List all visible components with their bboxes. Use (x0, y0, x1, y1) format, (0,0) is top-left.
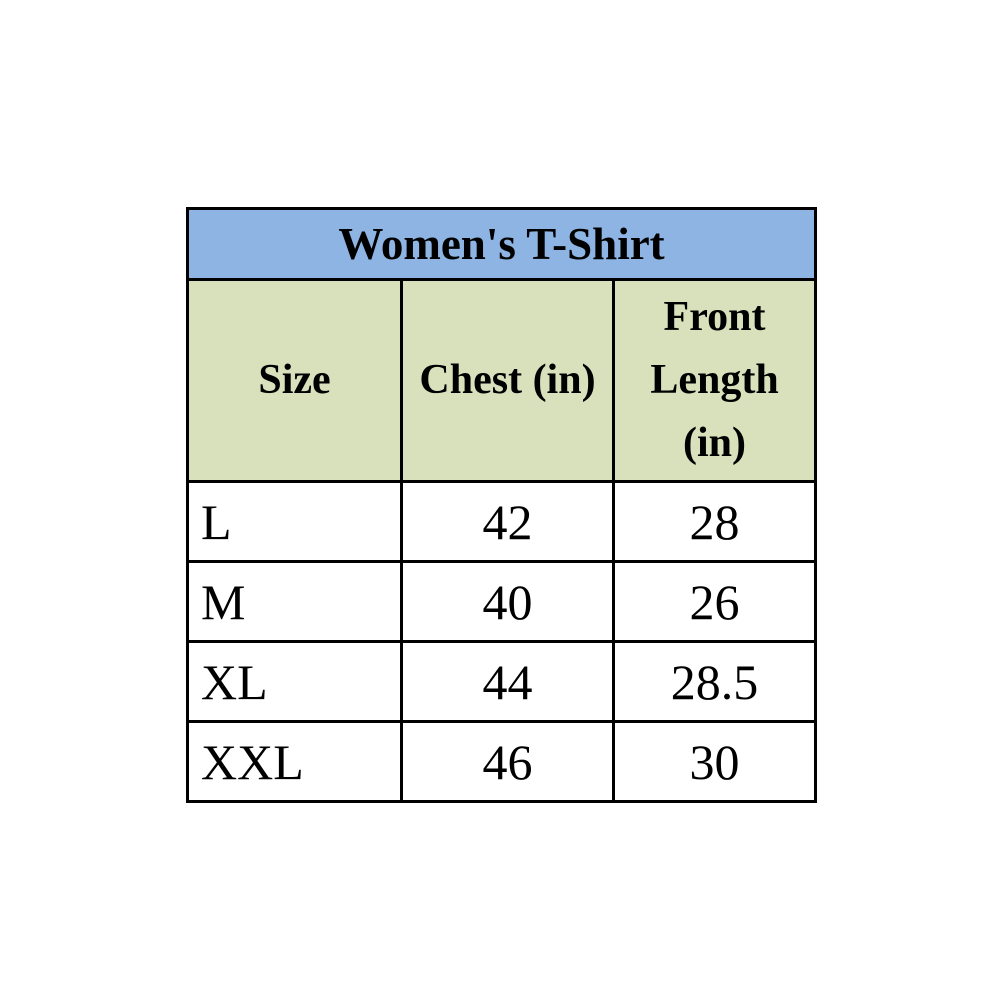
table-row: L 42 28 (186, 480, 817, 563)
chest-cell: 46 (400, 720, 615, 803)
column-header-chest: Chest (in) (400, 278, 615, 483)
column-header-size: Size (186, 278, 403, 483)
size-cell: XL (186, 640, 403, 723)
table-row: M 40 26 (186, 560, 817, 643)
chest-cell: 42 (400, 480, 615, 563)
chest-cell: 40 (400, 560, 615, 643)
size-cell: L (186, 480, 403, 563)
table-header-row: Size Chest (in) Front Length (in) (186, 278, 817, 483)
table-row: XL 44 28.5 (186, 640, 817, 723)
column-header-front-length: Front Length (in) (612, 278, 817, 483)
front-length-cell: 28.5 (612, 640, 817, 723)
table-title: Women's T-Shirt (186, 207, 817, 281)
size-cell: XXL (186, 720, 403, 803)
size-chart-table: Women's T-Shirt Size Chest (in) Front Le… (186, 207, 817, 803)
size-chart: Women's T-Shirt Size Chest (in) Front Le… (186, 207, 817, 803)
front-length-cell: 30 (612, 720, 817, 803)
table-title-row: Women's T-Shirt (186, 207, 817, 281)
front-length-cell: 26 (612, 560, 817, 643)
size-cell: M (186, 560, 403, 643)
table-row: XXL 46 30 (186, 720, 817, 803)
chest-cell: 44 (400, 640, 615, 723)
front-length-cell: 28 (612, 480, 817, 563)
